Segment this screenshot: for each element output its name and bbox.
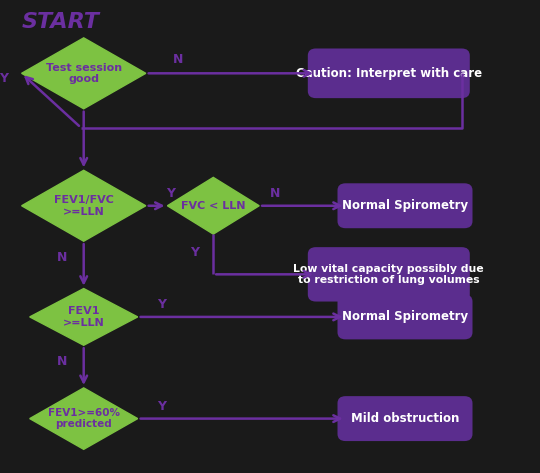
Text: N: N <box>173 53 184 66</box>
Text: Low vital capacity possibly due
to restriction of lung volumes: Low vital capacity possibly due to restr… <box>293 263 484 285</box>
FancyBboxPatch shape <box>308 49 470 98</box>
Text: Test session
good: Test session good <box>46 62 122 84</box>
Text: FEV1/FVC
>=LLN: FEV1/FVC >=LLN <box>54 195 113 217</box>
Polygon shape <box>30 388 138 449</box>
Polygon shape <box>30 289 138 345</box>
Polygon shape <box>22 170 146 241</box>
Polygon shape <box>167 177 259 234</box>
Text: FEV1>=60%
predicted: FEV1>=60% predicted <box>48 408 120 429</box>
FancyBboxPatch shape <box>338 184 472 228</box>
Text: FVC < LLN: FVC < LLN <box>181 201 246 211</box>
Text: Caution: Interpret with care: Caution: Interpret with care <box>296 67 482 80</box>
FancyBboxPatch shape <box>338 396 472 441</box>
Text: FEV1
>=LLN: FEV1 >=LLN <box>63 306 105 328</box>
Text: Y: Y <box>190 246 199 259</box>
Text: N: N <box>57 251 68 263</box>
FancyBboxPatch shape <box>338 294 472 340</box>
Text: Normal Spirometry: Normal Spirometry <box>342 310 468 324</box>
Text: Mild obstruction: Mild obstruction <box>351 412 459 425</box>
Text: N: N <box>270 187 281 200</box>
Text: START: START <box>22 12 99 32</box>
Text: Y: Y <box>158 400 166 413</box>
Polygon shape <box>22 38 146 109</box>
FancyBboxPatch shape <box>308 247 470 302</box>
Text: Normal Spirometry: Normal Spirometry <box>342 199 468 212</box>
Text: Y: Y <box>166 187 174 200</box>
Text: Y: Y <box>0 71 8 85</box>
Text: N: N <box>57 355 68 368</box>
Text: Y: Y <box>158 298 166 311</box>
